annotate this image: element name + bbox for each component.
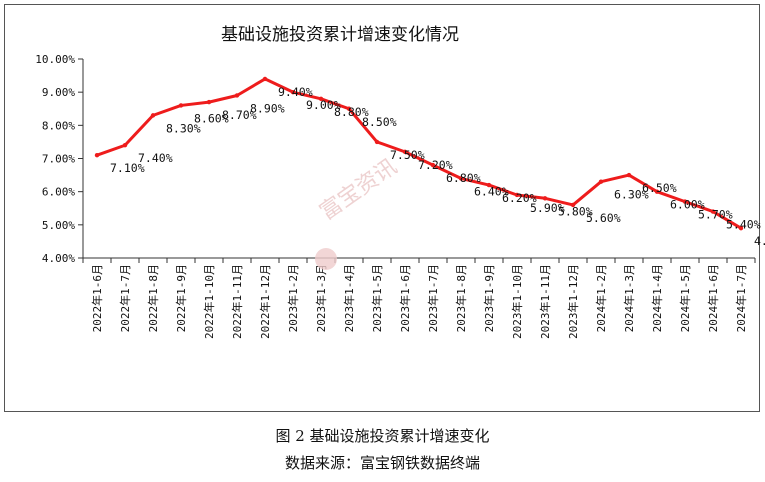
data-point: [654, 189, 660, 194]
data-label: 7.20%: [418, 158, 453, 172]
y-tick-label: 10.00%: [35, 53, 75, 66]
data-point: [570, 202, 576, 208]
x-tick-label: 2024年1-6月: [706, 264, 720, 332]
data-label: 9.00%: [306, 98, 341, 112]
line-chart: 4.00% 5.00% 6.00% 7.00% 8.00% 9.00% 10.00% 202…: [35, 53, 765, 339]
data-label: 8.60%: [194, 111, 229, 125]
x-tick-label: 2023年1-9月: [482, 264, 496, 332]
data-label: 4.90%: [754, 234, 765, 248]
data-label: 5.60%: [586, 211, 621, 225]
data-label: 9.40%: [278, 85, 313, 99]
y-tick-label: 5.00%: [42, 219, 75, 232]
x-tick-label: 2023年1-4月: [342, 264, 356, 332]
x-tick-label: 2023年1-6月: [398, 264, 412, 332]
data-label: 7.40%: [138, 151, 173, 165]
watermark-logo-icon: [315, 248, 337, 270]
data-label: 5.40%: [726, 218, 761, 232]
data-label: 8.80%: [334, 105, 369, 119]
y-tick-label: 7.00%: [42, 153, 75, 166]
x-tick-label: 2024年1-4月: [650, 264, 664, 332]
source-caption: 数据来源：富宝钢铁数据终端: [284, 454, 480, 472]
y-tick-label: 9.00%: [42, 86, 75, 99]
series: [94, 76, 744, 231]
series-line: [96, 77, 742, 230]
y-axis: 4.00% 5.00% 6.00% 7.00% 8.00% 9.00% 10.00%: [35, 53, 84, 265]
data-label: 5.70%: [698, 208, 733, 222]
data-point: [122, 143, 128, 148]
data-point: [542, 196, 548, 201]
data-label: 8.50%: [362, 115, 397, 129]
data-point: [374, 139, 380, 145]
data-point: [318, 96, 324, 102]
chart-title: 基础设施投资累计增速变化情况: [221, 25, 459, 45]
data-label: 7.10%: [110, 161, 145, 175]
x-tick-label: 2023年1-11月: [538, 264, 552, 339]
data-point: [486, 182, 492, 188]
data-label: 5.80%: [558, 204, 593, 218]
data-point: [94, 152, 100, 158]
data-point: [626, 172, 632, 178]
chart-frame: [4, 4, 760, 412]
y-tick-label: 8.00%: [42, 119, 75, 132]
x-tick-label: 2022年1-12月: [258, 264, 272, 339]
data-labels: 7.10%7.40% 8.30%8.60%8.70%8.90% 9.40%9.00%…: [110, 85, 765, 248]
data-point: [150, 113, 156, 118]
x-tick-label: 2023年1-10月: [510, 264, 524, 339]
y-tick-label: 4.00%: [42, 252, 75, 265]
data-label: 6.80%: [446, 171, 481, 185]
x-tick-label: 2022年1-8月: [146, 264, 160, 332]
data-point: [514, 192, 520, 198]
data-point: [206, 99, 212, 105]
data-point: [290, 89, 296, 95]
data-point: [710, 209, 716, 214]
x-tick-label: 2022年1-11月: [230, 264, 244, 339]
data-point: [346, 106, 352, 111]
data-label: 8.90%: [250, 101, 285, 115]
x-tick-label: 2024年1-3月: [622, 264, 636, 332]
x-tick-label: 2024年1-7月: [734, 264, 748, 332]
x-tick-label: 2022年1-9月: [174, 264, 188, 332]
x-tick-label: 2023年1-8月: [454, 264, 468, 332]
x-tick-label: 2023年1-5月: [370, 264, 384, 332]
data-point: [402, 149, 408, 155]
data-point: [178, 103, 184, 108]
data-point: [458, 176, 464, 181]
data-label: 8.30%: [166, 121, 201, 135]
data-point: [738, 225, 744, 231]
x-axis: 2022年1-6月 2022年1-7月 2022年1-8月 2022年1-9月 2022…: [82, 257, 756, 339]
data-label: 5.90%: [530, 201, 565, 215]
data-point: [234, 93, 240, 98]
figure-caption: 图 2 基础设施投资累计增速变化: [275, 427, 490, 445]
data-label: 6.40%: [474, 184, 509, 198]
data-point: [262, 76, 268, 82]
data-label: 7.50%: [390, 148, 425, 162]
data-label: 6.20%: [502, 191, 537, 205]
x-tick-label: 2023年1-12月: [566, 264, 580, 339]
data-point: [682, 199, 688, 204]
data-point: [430, 162, 436, 168]
data-label: 6.50%: [642, 181, 677, 195]
data-label: 6.00%: [670, 198, 705, 212]
y-tick-label: 6.00%: [42, 186, 75, 199]
x-tick-label: 2023年1-2月: [286, 264, 300, 332]
x-tick-label: 2024年1-2月: [594, 264, 608, 332]
x-tick-label: 2022年1-10月: [202, 264, 216, 339]
data-point: [598, 179, 604, 184]
x-tick-label: 2023年1-3月: [314, 264, 328, 332]
data-label: 6.30%: [614, 188, 649, 202]
x-tick-label: 2022年1-6月: [90, 264, 104, 332]
x-tick-label: 2024年1-5月: [678, 264, 692, 332]
x-tick-label: 2022年1-7月: [118, 264, 132, 332]
x-tick-label: 2023年1-7月: [426, 264, 440, 332]
data-label: 8.70%: [222, 108, 257, 122]
